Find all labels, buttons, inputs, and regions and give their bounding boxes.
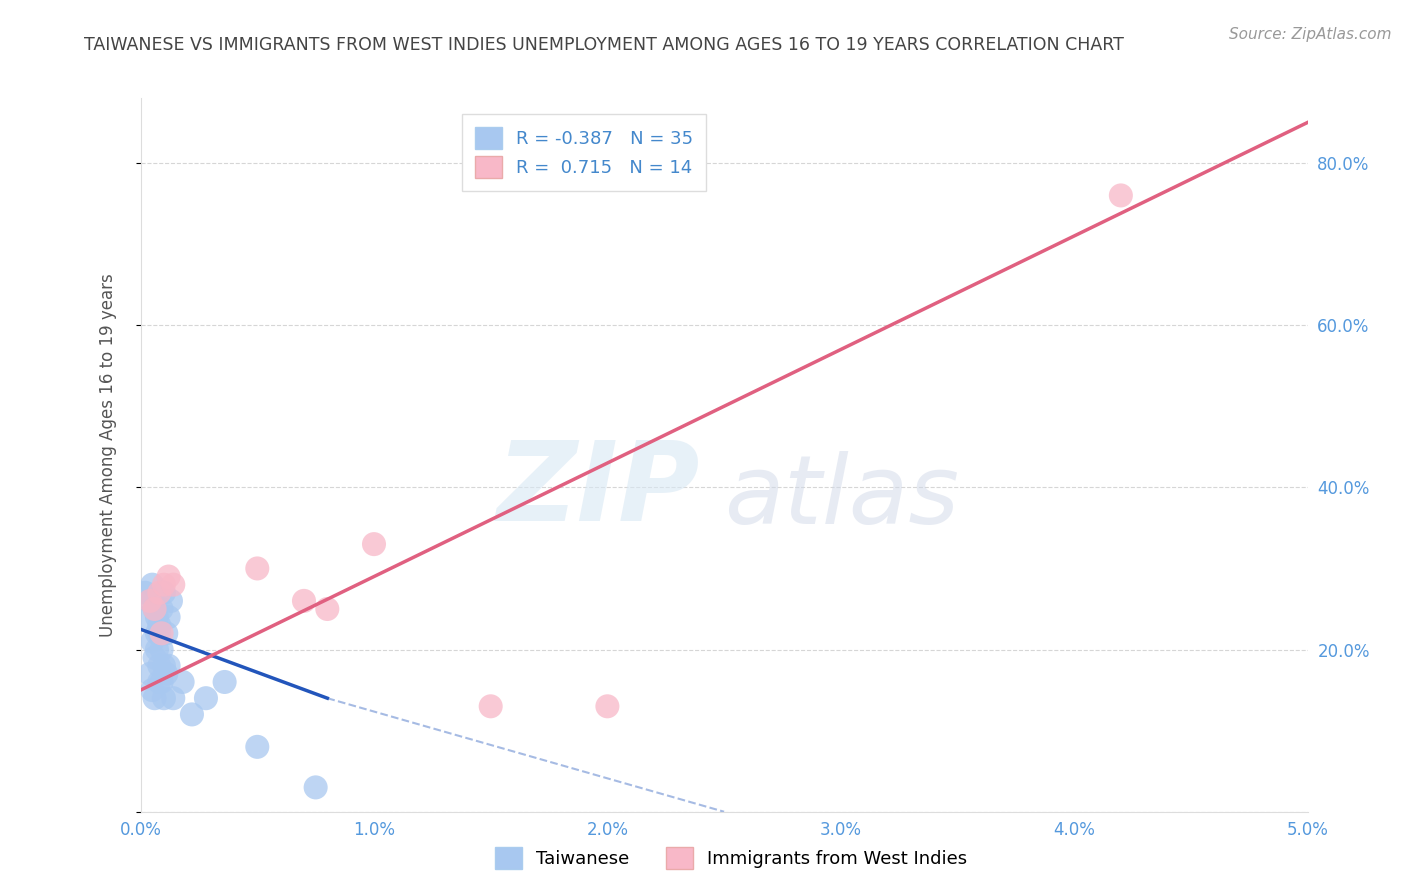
- Text: ZIP: ZIP: [498, 437, 700, 544]
- Point: [162, 577, 184, 591]
- Point: [479, 699, 502, 714]
- Point: [150, 626, 173, 640]
- Point: [136, 610, 159, 624]
- Point: [292, 594, 315, 608]
- Point: [246, 561, 269, 575]
- Point: [148, 618, 170, 632]
- Point: [153, 577, 176, 591]
- Point: [139, 594, 162, 608]
- Point: [150, 675, 173, 690]
- Point: [363, 537, 385, 551]
- Point: [143, 602, 166, 616]
- Legend: Taiwanese, Immigrants from West Indies: Taiwanese, Immigrants from West Indies: [486, 838, 976, 879]
- Point: [139, 594, 162, 608]
- Point: [160, 594, 183, 608]
- Point: [150, 602, 173, 616]
- Point: [141, 577, 163, 591]
- Point: [214, 675, 236, 690]
- Point: [181, 707, 204, 722]
- Point: [139, 666, 162, 681]
- Point: [172, 675, 194, 690]
- Point: [596, 699, 619, 714]
- Point: [155, 626, 177, 640]
- Point: [143, 691, 166, 706]
- Point: [146, 610, 169, 624]
- Point: [148, 658, 170, 673]
- Point: [146, 642, 169, 657]
- Point: [316, 602, 339, 616]
- Text: Source: ZipAtlas.com: Source: ZipAtlas.com: [1229, 27, 1392, 42]
- Point: [146, 626, 169, 640]
- Point: [141, 634, 163, 648]
- Point: [155, 666, 177, 681]
- Point: [246, 739, 269, 754]
- Point: [153, 658, 176, 673]
- Point: [141, 683, 163, 698]
- Point: [153, 586, 176, 600]
- Y-axis label: Unemployment Among Ages 16 to 19 years: Unemployment Among Ages 16 to 19 years: [98, 273, 117, 637]
- Point: [157, 610, 180, 624]
- Point: [143, 650, 166, 665]
- Point: [148, 586, 170, 600]
- Point: [194, 691, 217, 706]
- Legend: R = -0.387   N = 35, R =  0.715   N = 14: R = -0.387 N = 35, R = 0.715 N = 14: [463, 114, 706, 191]
- Point: [305, 780, 328, 795]
- Point: [162, 691, 184, 706]
- Point: [153, 691, 176, 706]
- Point: [148, 626, 170, 640]
- Point: [157, 569, 180, 583]
- Text: TAIWANESE VS IMMIGRANTS FROM WEST INDIES UNEMPLOYMENT AMONG AGES 16 TO 19 YEARS : TAIWANESE VS IMMIGRANTS FROM WEST INDIES…: [84, 36, 1125, 54]
- Point: [143, 602, 166, 616]
- Point: [157, 658, 180, 673]
- Point: [134, 586, 156, 600]
- Point: [148, 675, 170, 690]
- Text: atlas: atlas: [724, 451, 959, 544]
- Point: [150, 642, 173, 657]
- Point: [1109, 188, 1132, 202]
